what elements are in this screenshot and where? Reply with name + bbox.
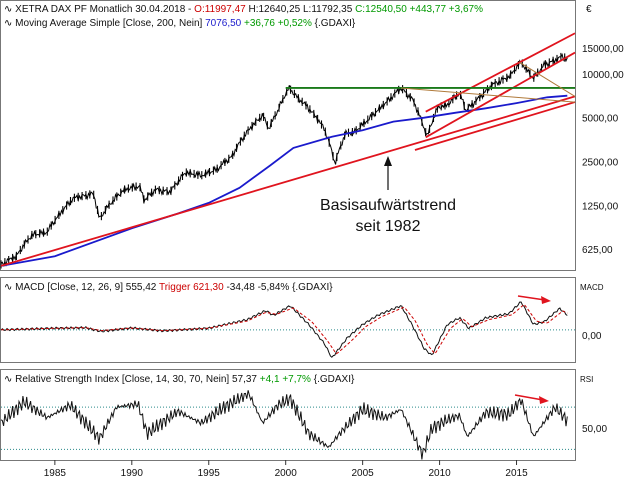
x-axis: 1985 1990 1995 2000 2005 2010 2015 bbox=[44, 460, 528, 479]
price-y-tick-label: 2500,00 bbox=[582, 158, 619, 169]
ma-change: +36,76 bbox=[244, 18, 275, 29]
close-value: 12540,50 bbox=[365, 4, 407, 15]
trigger-change-pct: -5,84% bbox=[258, 282, 290, 293]
macd-divergence-arrow bbox=[517, 295, 551, 304]
open-value: 11997,47 bbox=[205, 4, 246, 15]
price-plot bbox=[0, 32, 576, 269]
trigger-value: 621,30 bbox=[193, 282, 224, 293]
rsi-plot bbox=[0, 390, 575, 460]
rsi-header: ∿ Relative Strength Index [Close, 14, 30… bbox=[4, 374, 355, 385]
ma-value: 7076,50 bbox=[205, 18, 242, 29]
change-value: +443,77 bbox=[410, 4, 447, 15]
trend-line bbox=[425, 51, 576, 139]
x-tick-label: 1990 bbox=[121, 468, 144, 479]
macd-title: MACD [Close, 12, 26, 9] bbox=[15, 282, 123, 293]
macd-header: ∿ MACD [Close, 12, 26, 9] 555,42 Trigger… bbox=[4, 282, 333, 293]
rsi-panel-frame bbox=[0, 369, 576, 461]
macd-line-icon: ∿ bbox=[4, 282, 15, 293]
price-axis-ticks: 15000,00 10000,00 5000,00 2500,00 1250,00 625… bbox=[582, 44, 624, 256]
resistance-line bbox=[519, 61, 576, 97]
macd-panel-frame bbox=[0, 277, 576, 363]
annotation-line-2: seit 1982 bbox=[356, 218, 421, 235]
price-title: XETRA DAX PF Monatlich bbox=[15, 4, 132, 15]
price-y-tick-label: 15000,00 bbox=[582, 44, 624, 55]
macd-value: 555,42 bbox=[126, 282, 157, 293]
ma-title: Moving Average Simple [Close, 200, Nein] bbox=[15, 18, 202, 29]
ma-change-pct: +0,52% bbox=[278, 18, 312, 29]
trigger-label: Trigger bbox=[159, 282, 191, 293]
x-tick-label: 1995 bbox=[198, 468, 221, 479]
trend-line bbox=[425, 32, 576, 113]
ma-symbol: {.GDAXI} bbox=[315, 18, 356, 29]
ma-header: ∿ Moving Average Simple [Close, 200, Nei… bbox=[4, 18, 356, 29]
low-label: L: bbox=[303, 4, 311, 15]
rsi-line-icon: ∿ bbox=[4, 374, 15, 385]
trend-line bbox=[414, 101, 576, 151]
price-header: ∿ XETRA DAX PF Monatlich 30.04.2018 - O:… bbox=[4, 4, 483, 15]
price-y-tick-label: 10000,00 bbox=[582, 70, 624, 81]
macd-plot bbox=[0, 301, 575, 358]
x-tick-label: 2005 bbox=[352, 468, 375, 479]
rsi-line bbox=[0, 390, 568, 460]
rsi-symbol: {.GDAXI} bbox=[314, 374, 355, 385]
chart-type-icon: ∿ bbox=[4, 4, 15, 15]
close-label: C: bbox=[355, 4, 365, 15]
x-tick-label: 2000 bbox=[275, 468, 298, 479]
trigger-change: -34,48 bbox=[226, 282, 255, 293]
rsi-value: 57,37 bbox=[232, 374, 257, 385]
change-pct: +3,67% bbox=[449, 4, 483, 15]
low-value: 11792,35 bbox=[311, 4, 352, 15]
currency-symbol: € bbox=[586, 4, 592, 15]
x-tick-label: 2010 bbox=[428, 468, 451, 479]
high-value: 12640,25 bbox=[258, 4, 300, 15]
price-date: 30.04.2018 bbox=[135, 4, 185, 15]
annotation-arrow-head bbox=[384, 156, 392, 166]
rsi-50-tick: 50,00 bbox=[582, 424, 607, 435]
macd-zero-tick: 0,00 bbox=[582, 331, 602, 342]
resistance-line bbox=[401, 87, 576, 103]
macd-symbol: {.GDAXI} bbox=[292, 282, 333, 293]
ma-line-icon: ∿ bbox=[4, 18, 15, 29]
rsi-title: Relative Strength Index [Close, 14, 30, … bbox=[15, 374, 229, 385]
annotation-line-1: Basisaufwärtstrend bbox=[320, 197, 456, 214]
open-label: O: bbox=[194, 4, 205, 15]
macd-axis-name: MACD bbox=[580, 283, 604, 292]
x-tick-label: 1985 bbox=[44, 468, 67, 479]
macd-trigger-line bbox=[1, 303, 568, 355]
x-tick-label: 2015 bbox=[505, 468, 528, 479]
price-y-tick-label: 5000,00 bbox=[582, 114, 619, 125]
price-panel-frame bbox=[0, 0, 576, 271]
rsi-change: +4,1 bbox=[260, 374, 280, 385]
rsi-change-pct: +7,7% bbox=[282, 374, 311, 385]
high-label: H: bbox=[248, 4, 258, 15]
trend-line bbox=[0, 95, 576, 267]
price-series-line bbox=[0, 53, 568, 267]
rsi-divergence-arrow bbox=[514, 394, 549, 404]
rsi-axis-name: RSI bbox=[580, 375, 593, 384]
price-y-tick-label: 625,00 bbox=[582, 245, 613, 256]
price-y-tick-label: 1250,00 bbox=[582, 201, 619, 212]
